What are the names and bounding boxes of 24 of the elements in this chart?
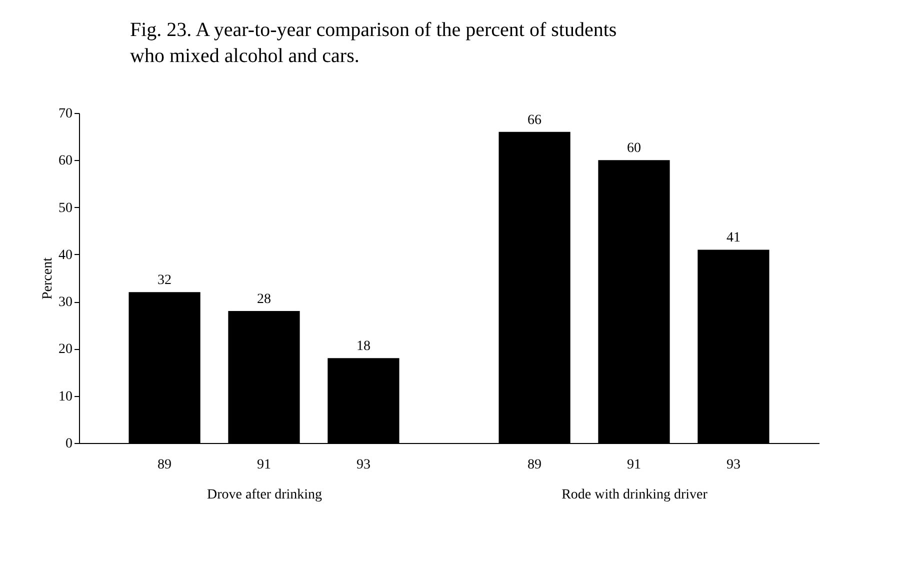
x-tick-label: 93	[356, 458, 370, 472]
y-tick-label: 50	[58, 200, 72, 216]
data-label: 66	[528, 112, 542, 128]
data-label: 32	[158, 273, 172, 288]
chart-title: Fig. 23. A year-to-year comparison of the percent of students who mixed alcohol and cars.	[130, 19, 617, 67]
x-tick-label: 93	[726, 458, 740, 472]
data-label: 18	[356, 339, 370, 354]
y-tick-label: 10	[58, 389, 72, 404]
x-tick-label: 89	[528, 458, 542, 472]
x-axis-title: Drove after drinking	[206, 488, 322, 502]
x-tick-label: 89	[158, 458, 172, 472]
y-tick-label: 60	[58, 154, 72, 169]
data-label: 28	[257, 292, 271, 307]
y-tick-label: 20	[58, 342, 72, 358]
x-axis-title: Rode with drinking driver	[562, 488, 708, 502]
data-label: 41	[726, 230, 740, 246]
y-tick-label: 30	[58, 295, 72, 310]
x-tick-label: 91	[257, 458, 271, 472]
y-tick-label: 40	[58, 248, 72, 263]
y-tick-label: 70	[58, 106, 72, 122]
y-tick-label: 0	[66, 436, 72, 452]
data-label: 60	[627, 141, 641, 156]
x-tick-label: 91	[627, 458, 641, 472]
y-axis-title: Percent	[40, 257, 56, 300]
